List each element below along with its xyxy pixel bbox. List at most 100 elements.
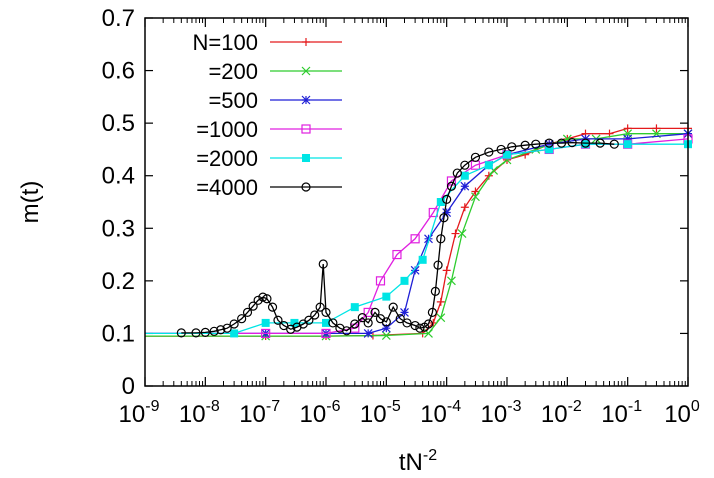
data-point xyxy=(328,318,338,328)
data-point xyxy=(258,292,268,302)
legend-label: =500 xyxy=(208,88,258,113)
data-point xyxy=(451,229,460,238)
x-tick-exponent: -4 xyxy=(447,398,461,415)
series-line xyxy=(145,133,689,335)
data-point xyxy=(350,319,360,329)
data-point xyxy=(436,198,445,206)
legend-label: N=100 xyxy=(193,30,258,55)
x-tick-base: 10 xyxy=(360,401,387,428)
data-point xyxy=(652,124,661,133)
data-point xyxy=(262,294,272,304)
data-point xyxy=(452,168,462,178)
x-tick-label: 10-9 xyxy=(119,398,160,428)
data-point xyxy=(222,323,232,333)
series-line xyxy=(181,141,615,334)
data-point xyxy=(447,276,456,286)
data-point xyxy=(442,266,451,275)
y-tick-label: 0.7 xyxy=(102,5,135,32)
x-tick-base: 10 xyxy=(541,401,568,428)
data-point xyxy=(503,150,511,159)
data-point xyxy=(375,276,386,286)
x-tick-label: 10-2 xyxy=(541,398,582,428)
x-tick-base: 10 xyxy=(179,401,206,428)
data-point xyxy=(427,307,437,317)
data-point xyxy=(230,329,239,338)
x-axis-label: tN-2 xyxy=(399,447,437,476)
data-point xyxy=(400,307,409,317)
y-tick-label: 0 xyxy=(122,373,135,400)
data-point xyxy=(209,326,219,336)
legend-label: =1000 xyxy=(196,117,258,142)
x-tick-label: 10-5 xyxy=(360,398,401,428)
data-point xyxy=(436,297,445,306)
data-point xyxy=(253,295,263,305)
data-point xyxy=(436,313,446,323)
data-point xyxy=(248,301,258,311)
data-point xyxy=(446,181,457,191)
data-point xyxy=(357,313,367,323)
data-point xyxy=(321,328,331,339)
data-point xyxy=(381,317,391,327)
data-point xyxy=(261,328,271,339)
data-point xyxy=(290,318,299,327)
y-tick-label: 0.5 xyxy=(102,110,135,137)
data-point xyxy=(436,234,446,244)
x-tick-label: 10-3 xyxy=(481,398,522,428)
data-point xyxy=(457,229,467,238)
legend-marker xyxy=(301,124,311,134)
plot-area xyxy=(145,124,693,341)
legend-marker xyxy=(302,154,310,162)
data-point xyxy=(433,260,443,270)
data-point xyxy=(279,320,289,331)
x-tick-base: 10 xyxy=(481,401,508,428)
x-tick-exponent: -3 xyxy=(507,398,521,415)
x-axis-label-exponent: -2 xyxy=(423,447,437,464)
data-point xyxy=(580,138,591,148)
axes: 00.10.20.30.40.50.60.710-9 10-8 10-7 10-6 10… xyxy=(102,5,700,428)
legend-marker xyxy=(302,38,310,46)
data-point xyxy=(567,137,577,148)
data-point xyxy=(410,234,420,244)
x-tick-label: 10-8 xyxy=(179,398,220,428)
data-point xyxy=(484,161,493,170)
x-tick-base: 10 xyxy=(239,401,266,428)
data-point xyxy=(381,323,391,333)
x-axis-label-base: tN xyxy=(399,449,423,476)
legend-marker xyxy=(301,95,311,105)
data-point xyxy=(176,328,186,338)
data-point xyxy=(261,318,270,327)
data-point xyxy=(623,134,633,144)
data-point xyxy=(363,318,373,328)
data-point xyxy=(410,265,420,275)
data-point xyxy=(237,314,247,324)
data-point xyxy=(609,139,619,149)
legend-marker xyxy=(301,182,311,192)
data-point xyxy=(545,145,554,154)
y-tick-label: 0.2 xyxy=(102,268,135,295)
legend-label: =200 xyxy=(208,59,258,84)
x-tick-exponent: -1 xyxy=(628,398,642,415)
data-point xyxy=(460,203,469,212)
data-point xyxy=(439,213,449,223)
data-point xyxy=(424,234,433,244)
data-point xyxy=(496,144,506,155)
data-point xyxy=(388,302,398,312)
data-point xyxy=(430,286,440,296)
series-line xyxy=(145,143,688,335)
x-tick-base: 10 xyxy=(601,401,628,428)
x-tick-base: 10 xyxy=(664,401,691,428)
y-axis-label: m(t) xyxy=(17,181,44,224)
data-point xyxy=(581,140,590,149)
data-point xyxy=(322,318,330,327)
data-point xyxy=(229,319,239,329)
x-tick-base: 10 xyxy=(119,401,146,428)
data-point xyxy=(484,147,494,157)
legend: N=100 =200 =500 =1000 =2000 =4000 xyxy=(193,30,342,200)
data-point xyxy=(531,139,541,149)
data-point xyxy=(342,326,352,336)
y-tick-label: 0.6 xyxy=(102,58,135,85)
y-tick-label: 0.1 xyxy=(102,320,135,347)
data-point xyxy=(520,140,530,150)
data-point xyxy=(304,315,314,325)
